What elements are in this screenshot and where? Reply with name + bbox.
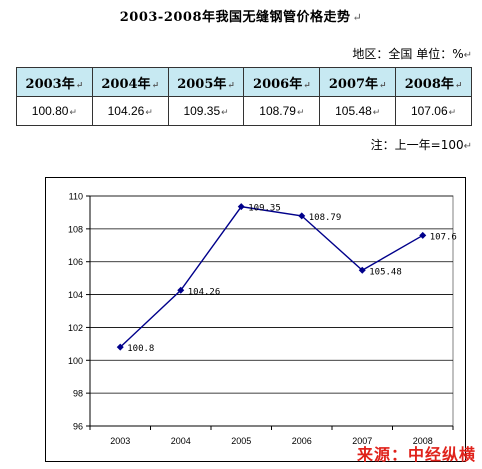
paragraph-mark-icon: ↵ (463, 50, 472, 61)
paragraph-mark-icon: ↵ (463, 141, 472, 152)
table-cell: 105.48↵ (319, 96, 397, 126)
cell-mark-icon: ↵ (227, 80, 235, 91)
cell-mark-icon: ↵ (372, 107, 381, 117)
x-tick-label: 2006 (292, 436, 312, 446)
cell-mark-icon: ↵ (296, 107, 305, 117)
data-point (116, 343, 124, 351)
note-text: 注：上一年=100 (370, 138, 464, 152)
region-unit-line: 地区：全国 单位：%↵ (352, 45, 472, 62)
data-point (419, 231, 427, 239)
title-text: 2003-2008年我国无缝钢管价格走势 (119, 10, 351, 25)
series-line (119, 205, 424, 348)
cell-mark-icon: ↵ (379, 80, 387, 91)
data-label: 104.26 (188, 287, 221, 297)
x-tick-label: 2008 (413, 436, 433, 446)
plot-area (89, 195, 454, 427)
table-cell: 100.80↵ (16, 96, 93, 126)
x-tick-label: 2003 (110, 436, 130, 446)
cell-mark-icon: ↵ (303, 80, 311, 91)
table-cell: 108.79↵ (243, 96, 321, 126)
x-tick-label: 2005 (231, 436, 251, 446)
paragraph-mark-icon: ↵ (352, 11, 363, 24)
table-note: 注：上一年=100↵ (371, 136, 472, 153)
data-label: 107.6 (430, 232, 457, 242)
y-tick-label: 98 (73, 389, 83, 399)
table-header-cell: 2006年↵ (243, 67, 321, 97)
data-label: 109.35 (248, 204, 281, 214)
table-header-cell: 2008年↵ (395, 67, 472, 97)
table-row: 100.80↵ 104.26↵ 109.35↵ 108.79↵ 105.48↵ … (16, 96, 472, 126)
cell-mark-icon: ↵ (75, 80, 84, 91)
y-tick-label: 110 (69, 192, 83, 202)
document-title: 2003-2008年我国无缝钢管价格走势 ↵ (0, 6, 482, 25)
x-tick-label: 2004 (171, 436, 191, 446)
y-tick-label: 96 (73, 422, 83, 432)
price-index-table: 2003年↵ 2004年↵ 2005年↵ 2006年↵ 2007年↵ 2008年… (16, 67, 472, 126)
data-label: 100.8 (127, 344, 154, 354)
y-tick-label: 102 (68, 323, 83, 333)
data-point (298, 212, 306, 220)
data-label: 105.48 (369, 267, 402, 277)
cell-mark-icon: ↵ (221, 107, 229, 117)
table-cell: 107.06↵ (395, 96, 472, 126)
region-unit-text: 地区：全国 单位：% (352, 47, 464, 61)
y-tick-label: 106 (68, 257, 83, 267)
cell-mark-icon: ↵ (145, 107, 153, 117)
cell-mark-icon: ↵ (69, 107, 78, 117)
y-tick-label: 108 (68, 224, 83, 234)
table-header-row: 2003年↵ 2004年↵ 2005年↵ 2006年↵ 2007年↵ 2008年… (16, 67, 472, 97)
x-tick-label: 2007 (352, 436, 372, 446)
table-header-cell: 2005年↵ (167, 67, 245, 97)
cell-mark-icon: ↵ (448, 107, 457, 117)
data-label: 108.79 (309, 213, 342, 223)
table-cell: 109.35↵ (167, 96, 245, 126)
y-tick-label: 104 (68, 290, 83, 300)
table-cell: 104.26↵ (91, 96, 169, 126)
data-point (177, 286, 185, 294)
y-tick-label: 100 (68, 356, 83, 366)
data-point (237, 203, 245, 211)
data-point (358, 266, 366, 274)
cell-mark-icon: ↵ (151, 80, 160, 91)
table-header-cell: 2003年↵ (16, 67, 93, 97)
cell-mark-icon: ↵ (454, 80, 463, 91)
table-header-cell: 2004年↵ (91, 67, 169, 97)
source-label: 来源：中经纵横 (356, 445, 476, 464)
